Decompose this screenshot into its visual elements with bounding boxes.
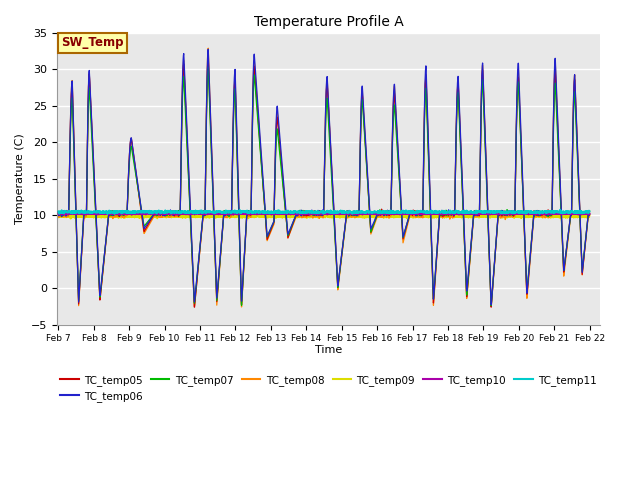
TC_temp11 (556, 207, 564, 213)
TC_temp10 (54, 211, 62, 217)
TC_temp09 (67, 216, 74, 221)
TC_temp06 (203, 89, 211, 95)
TC_temp10 (168, 211, 176, 217)
TC_temp10 (586, 211, 593, 216)
TC_temp11 (104, 211, 111, 217)
Line: TC_temp08: TC_temp08 (58, 48, 589, 307)
TC_temp09 (169, 213, 177, 219)
TC_temp09 (536, 214, 543, 219)
X-axis label: Time: Time (315, 345, 342, 355)
TC_temp08 (237, 304, 245, 310)
TC_temp05 (168, 209, 176, 215)
TC_temp07 (168, 210, 176, 216)
TC_temp05 (54, 209, 62, 215)
TC_temp05 (385, 209, 393, 215)
TC_temp11 (376, 209, 383, 215)
TC_temp07 (586, 208, 593, 214)
TC_temp06 (487, 302, 495, 308)
Title: Temperature Profile A: Temperature Profile A (253, 15, 403, 29)
TC_temp07 (487, 303, 495, 309)
TC_temp10 (385, 211, 393, 216)
TC_temp11 (168, 209, 176, 215)
TC_temp06 (536, 212, 543, 217)
TC_temp06 (376, 209, 383, 215)
TC_temp08 (376, 211, 384, 217)
TC_temp10 (376, 211, 384, 217)
TC_temp06 (168, 211, 176, 217)
TC_temp05 (536, 209, 543, 215)
Text: SW_Temp: SW_Temp (61, 36, 124, 49)
TC_temp10 (203, 211, 211, 216)
TC_temp08 (204, 45, 212, 51)
Y-axis label: Temperature (C): Temperature (C) (15, 133, 25, 224)
TC_temp10 (536, 211, 543, 216)
TC_temp11 (203, 208, 211, 214)
TC_temp07 (204, 64, 212, 70)
Legend: TC_temp05, TC_temp06, TC_temp07, TC_temp08, TC_temp09, TC_temp10, TC_temp11: TC_temp05, TC_temp06, TC_temp07, TC_temp… (56, 371, 601, 406)
TC_temp08 (385, 213, 393, 219)
TC_temp06 (586, 210, 593, 216)
TC_temp08 (203, 89, 211, 95)
TC_temp09 (376, 215, 384, 220)
TC_temp08 (586, 213, 593, 218)
TC_temp09 (586, 213, 593, 219)
TC_temp09 (586, 212, 593, 218)
TC_temp06 (204, 47, 212, 52)
TC_temp11 (586, 209, 593, 215)
Line: TC_temp05: TC_temp05 (58, 59, 589, 307)
Line: TC_temp10: TC_temp10 (58, 212, 589, 215)
TC_temp07 (203, 102, 211, 108)
Line: TC_temp11: TC_temp11 (58, 210, 589, 214)
TC_temp08 (168, 212, 176, 218)
TC_temp06 (586, 212, 593, 217)
TC_temp09 (54, 215, 62, 220)
TC_temp07 (376, 211, 383, 217)
TC_temp11 (54, 209, 62, 215)
TC_temp07 (385, 211, 393, 216)
Line: TC_temp06: TC_temp06 (58, 49, 589, 305)
TC_temp08 (586, 212, 593, 217)
TC_temp05 (204, 56, 212, 61)
TC_temp09 (385, 214, 393, 219)
TC_temp09 (57, 212, 65, 217)
TC_temp07 (586, 209, 593, 215)
TC_temp10 (106, 209, 113, 215)
TC_temp05 (586, 209, 593, 215)
TC_temp07 (536, 212, 543, 218)
TC_temp06 (54, 209, 62, 215)
TC_temp10 (229, 212, 237, 217)
TC_temp05 (203, 89, 211, 95)
TC_temp09 (203, 213, 211, 218)
TC_temp05 (191, 304, 198, 310)
TC_temp10 (586, 211, 593, 216)
Line: TC_temp09: TC_temp09 (58, 215, 589, 218)
TC_temp05 (376, 210, 384, 216)
TC_temp06 (385, 211, 393, 216)
TC_temp05 (586, 211, 593, 217)
TC_temp07 (54, 212, 62, 217)
Line: TC_temp07: TC_temp07 (58, 67, 589, 306)
TC_temp08 (536, 213, 543, 219)
TC_temp11 (536, 209, 543, 215)
TC_temp11 (586, 209, 593, 215)
TC_temp08 (54, 213, 62, 219)
TC_temp11 (385, 209, 393, 215)
